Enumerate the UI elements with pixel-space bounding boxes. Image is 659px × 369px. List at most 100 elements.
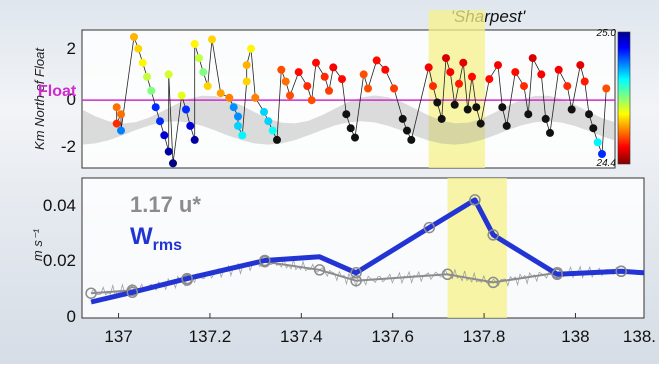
top-data-point [468, 72, 476, 81]
top-data-point [429, 82, 437, 91]
top-data-point [528, 54, 537, 63]
top-data-point [281, 77, 290, 86]
top-data-point [390, 84, 398, 93]
top-data-point [459, 58, 468, 67]
bottom-y-axis-label: m s⁻¹ [30, 228, 45, 261]
top-data-point [580, 77, 589, 86]
top-data-point [242, 61, 251, 70]
top-data-point [325, 86, 333, 95]
top-data-point [450, 100, 459, 109]
series-point-wrms [487, 229, 499, 241]
top-data-point [286, 91, 294, 100]
colorbar-gradient [617, 31, 631, 165]
top-data-point [381, 65, 390, 74]
top-plot [82, 10, 615, 168]
top-data-point [476, 119, 485, 128]
series-point-u-star [487, 276, 499, 289]
top-data-point [117, 126, 125, 135]
top-data-point [589, 124, 598, 133]
top-data-point [177, 91, 186, 100]
top-data-point [147, 86, 156, 95]
top-data-point [446, 68, 455, 77]
top-data-point [195, 54, 203, 63]
colorbar-min-label: 24.4 [596, 158, 617, 169]
bottom-plot [85, 178, 645, 318]
top-data-point [112, 119, 121, 128]
top-data-point [182, 105, 190, 114]
top-data-point [463, 105, 472, 114]
top-data-point [546, 128, 554, 137]
top-data-point [208, 35, 216, 44]
top-data-point [351, 133, 359, 142]
bottom-plot-area [81, 177, 645, 319]
colorbar-max-label: 25.0 [596, 28, 617, 39]
series-point-u-star [441, 268, 454, 281]
bottom-y-tick: 0.02 [43, 251, 76, 270]
top-data-point [186, 121, 195, 130]
top-data-point [225, 93, 234, 102]
series-line-wrms [90, 197, 645, 305]
top-data-point [372, 56, 381, 65]
top-data-point [160, 131, 169, 140]
top-data-point [359, 70, 368, 79]
top-data-point [216, 89, 225, 98]
top-data-point [134, 44, 143, 53]
top-data-point [593, 138, 602, 147]
top-data-point [164, 70, 173, 79]
top-data-point [602, 84, 611, 93]
top-data-point [190, 135, 199, 144]
top-data-point [234, 112, 242, 121]
top-data-point [260, 107, 268, 116]
top-y-axis-label: Km North of Float [32, 47, 47, 150]
top-y-tick: 2 [67, 39, 76, 58]
top-data-point [494, 61, 502, 70]
x-tick-label: 138 [561, 327, 589, 346]
top-data-point [342, 110, 351, 119]
series-point-wrms [259, 254, 271, 267]
x-tick-label: 138. [623, 327, 656, 346]
top-data-point [303, 82, 312, 91]
top-data-point [294, 68, 303, 77]
top-data-point [403, 126, 411, 135]
series-point-wrms [551, 268, 563, 281]
top-data-point [472, 103, 481, 112]
top-panel: 'Sharpest' Km North of Float 2 0 -2 Floa… [32, 7, 631, 169]
series-point-u-star [85, 287, 97, 299]
bottom-y-tick: 0.04 [43, 196, 76, 215]
top-data-point [320, 72, 329, 81]
top-data-point [234, 121, 242, 130]
top-data-point [520, 82, 528, 91]
legend-wrms: Wrms [130, 223, 182, 254]
top-y-tick: 0 [67, 90, 76, 109]
top-data-point [190, 40, 199, 48]
top-data-point [437, 114, 446, 123]
top-data-point [130, 33, 138, 41]
top-data-point [537, 70, 546, 79]
top-data-point [199, 68, 208, 77]
top-data-point [169, 159, 177, 168]
series-point-u-star [313, 264, 326, 276]
x-tick-label: 137.8 [463, 327, 506, 346]
top-data-point [424, 63, 433, 72]
top-data-point [398, 114, 407, 123]
series-point-wrms [181, 272, 193, 285]
x-tick-label: 137 [104, 327, 132, 346]
top-data-point [312, 58, 320, 67]
top-data-point [151, 103, 160, 112]
top-data-point [238, 131, 247, 140]
top-data-point [455, 79, 463, 88]
series-point-wrms [350, 267, 362, 279]
legend-u-star: 1.17 u* [130, 192, 201, 217]
top-data-point [524, 110, 533, 119]
top-data-point [585, 110, 593, 119]
top-data-point [407, 135, 416, 144]
legend-wrms-sub: rms [153, 237, 182, 254]
series-point-wrms [423, 221, 436, 234]
top-data-point [156, 117, 164, 126]
top-data-point [498, 103, 507, 112]
series-point-wrms [469, 194, 481, 206]
top-data-point [251, 93, 260, 102]
top-data-point [576, 61, 585, 70]
